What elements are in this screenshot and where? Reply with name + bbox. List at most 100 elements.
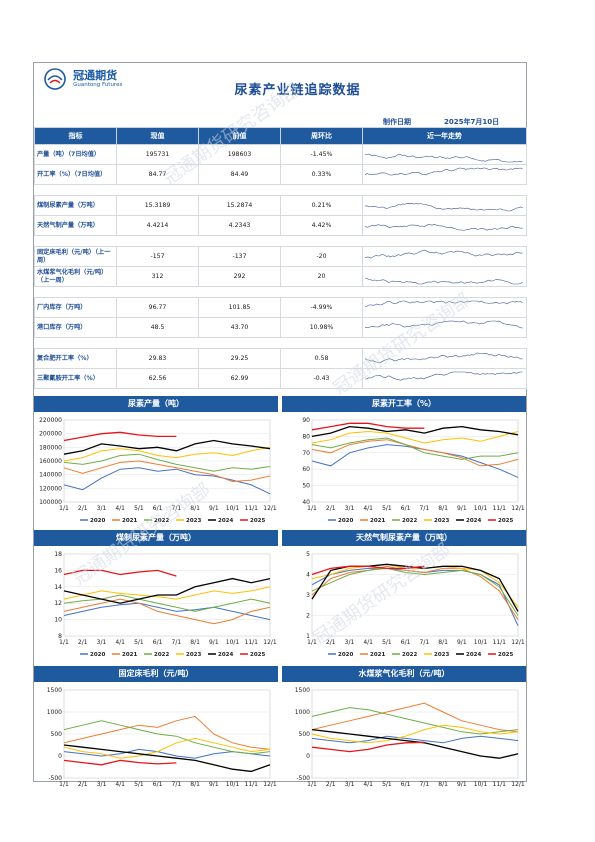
chart-panel-coal-output: 煤制尿素产量（万吨） 8 10 12 14 16 18 1/1 2/1 3/1 4/1 5/1 6/1… bbox=[34, 530, 278, 662]
indicator-name: 煤制尿素产量（万吨） bbox=[34, 195, 117, 216]
header-trend: 近一年走势 bbox=[362, 127, 527, 145]
previous-value: 29.25 bbox=[198, 348, 281, 369]
trend-sparkline bbox=[362, 297, 527, 318]
y-tick-label: 5 bbox=[306, 551, 310, 558]
x-tick-label: 11/1 bbox=[493, 781, 507, 788]
previous-value: 4.2343 bbox=[198, 215, 281, 236]
x-tick-label: 6/1 bbox=[401, 639, 411, 646]
chart-panel-output: 尿素产量（吨） 100000 120000 140000 160000 180000 20… bbox=[34, 396, 278, 528]
chart-title: 水煤浆气化毛利（元/吨） bbox=[282, 666, 526, 682]
x-tick-label: 4/1 bbox=[115, 505, 125, 512]
legend-label: 2021 bbox=[370, 518, 385, 524]
table-row: 开工率（%）（7日均值） 84.77 84.49 0.33% bbox=[34, 164, 527, 185]
report-frame bbox=[33, 62, 527, 782]
legend-label: 2023 bbox=[434, 652, 449, 658]
previous-value: 292 bbox=[198, 266, 281, 287]
sparkline-path bbox=[364, 277, 523, 284]
legend-label: 2022 bbox=[402, 518, 417, 524]
x-tick-label: 1/1 bbox=[307, 505, 317, 512]
x-tick-label: 6/1 bbox=[401, 781, 411, 788]
trend-sparkline bbox=[362, 348, 527, 369]
current-value: 29.83 bbox=[116, 348, 199, 369]
x-tick-label: 2/1 bbox=[326, 505, 336, 512]
current-value: 4.4214 bbox=[116, 215, 199, 236]
previous-value: 43.70 bbox=[198, 317, 281, 338]
legend-label: 2021 bbox=[370, 652, 385, 658]
brand-name: 冠通期货 bbox=[73, 68, 118, 82]
current-value: 62.56 bbox=[116, 368, 199, 389]
x-tick-label: 9/1 bbox=[209, 639, 219, 646]
chart-coal-output: 8 10 12 14 16 18 1/1 2/1 3/1 4/1 5/1 6/1 7/1 8/1 9/1 10… bbox=[54, 551, 277, 658]
wow-change: -20 bbox=[280, 246, 363, 267]
x-tick-label: 8/1 bbox=[438, 505, 448, 512]
series-line-2023 bbox=[311, 563, 519, 608]
current-value: 312 bbox=[116, 266, 199, 287]
x-tick-label: 1/1 bbox=[307, 781, 317, 788]
x-tick-label: 9/1 bbox=[209, 781, 219, 788]
date-value: 2025年7月10日 bbox=[444, 118, 500, 126]
sparkline-icon bbox=[364, 223, 523, 231]
chart-gas-output: 1 2 3 4 5 1/1 2/1 3/1 4/1 5/1 6/1 7/1 8/1 9/1 10/1 11/1… bbox=[306, 551, 525, 658]
indicator-name: 产量（吨）（7日均值） bbox=[34, 144, 117, 165]
x-tick-label: 4/1 bbox=[363, 781, 373, 788]
chart-title: 天然气制尿素产量（万吨） bbox=[282, 530, 526, 546]
y-tick-label: 18 bbox=[54, 551, 62, 558]
y-tick-label: 1500 bbox=[295, 687, 310, 694]
plot-area bbox=[311, 419, 519, 503]
legend-label: 2021 bbox=[122, 518, 137, 524]
wow-change: 10.98% bbox=[280, 317, 363, 338]
x-tick-label: 9/1 bbox=[457, 505, 467, 512]
x-tick-label: 10/1 bbox=[226, 781, 240, 788]
y-tick-label: 14 bbox=[54, 584, 62, 591]
series-line-2022 bbox=[63, 453, 271, 472]
x-tick-label: 1/1 bbox=[59, 781, 69, 788]
sparkline-path bbox=[364, 352, 523, 363]
y-tick-label: 80 bbox=[302, 433, 310, 440]
sparkline-path bbox=[364, 202, 523, 211]
legend-label: 2024 bbox=[218, 518, 233, 524]
header-wow: 周环比 bbox=[280, 127, 363, 145]
trend-sparkline bbox=[362, 195, 527, 216]
series-line-2023 bbox=[311, 724, 519, 744]
y-tick-label: 60 bbox=[302, 466, 310, 473]
previous-value: 84.49 bbox=[198, 164, 281, 185]
chart-title: 尿素开工率（%） bbox=[282, 396, 526, 412]
sparkline-icon bbox=[364, 167, 523, 175]
series-line-2022 bbox=[311, 567, 519, 616]
previous-value: 198603 bbox=[198, 144, 281, 165]
x-tick-label: 11/1 bbox=[245, 505, 259, 512]
current-value: 84.77 bbox=[116, 164, 199, 185]
indicator-name: 天然气制产量（万吨） bbox=[34, 215, 117, 236]
previous-value: 62.99 bbox=[198, 368, 281, 389]
sparkline-icon bbox=[364, 352, 523, 363]
previous-value: -137 bbox=[198, 246, 281, 267]
series-line-2021 bbox=[63, 460, 271, 483]
header-indicator: 指标 bbox=[34, 127, 117, 145]
y-tick-label: 2 bbox=[306, 613, 310, 620]
table-row: 复合肥开工率（%） 29.83 29.25 0.58 bbox=[34, 348, 527, 369]
x-tick-label: 11/1 bbox=[245, 639, 259, 646]
y-tick-label: 500 bbox=[299, 731, 311, 738]
header-current: 现值 bbox=[116, 127, 199, 145]
series-line-2021 bbox=[311, 702, 519, 733]
legend-label: 2024 bbox=[466, 518, 481, 524]
y-tick-label: 70 bbox=[302, 450, 310, 457]
x-tick-label: 3/1 bbox=[345, 505, 355, 512]
series-line-2021 bbox=[63, 598, 271, 625]
x-tick-label: 7/1 bbox=[172, 505, 182, 512]
x-tick-label: 10/1 bbox=[226, 639, 240, 646]
series-line-2024 bbox=[311, 728, 519, 759]
series-line-2025 bbox=[311, 565, 425, 576]
indicator-name: 开工率（%）（7日均值） bbox=[34, 164, 117, 185]
legend-label: 2025 bbox=[498, 518, 513, 524]
legend-label: 2025 bbox=[498, 652, 513, 658]
chart-title: 煤制尿素产量（万吨） bbox=[34, 530, 278, 546]
wow-change: -4.99% bbox=[280, 297, 363, 318]
series-line-2024 bbox=[63, 439, 271, 455]
x-tick-label: 9/1 bbox=[457, 639, 467, 646]
sparkline-icon bbox=[364, 371, 523, 381]
series-line-2025 bbox=[311, 741, 425, 753]
y-tick-label: 50 bbox=[302, 483, 310, 490]
y-tick-label: 16 bbox=[54, 567, 62, 574]
y-tick-label: 140000 bbox=[39, 472, 62, 479]
